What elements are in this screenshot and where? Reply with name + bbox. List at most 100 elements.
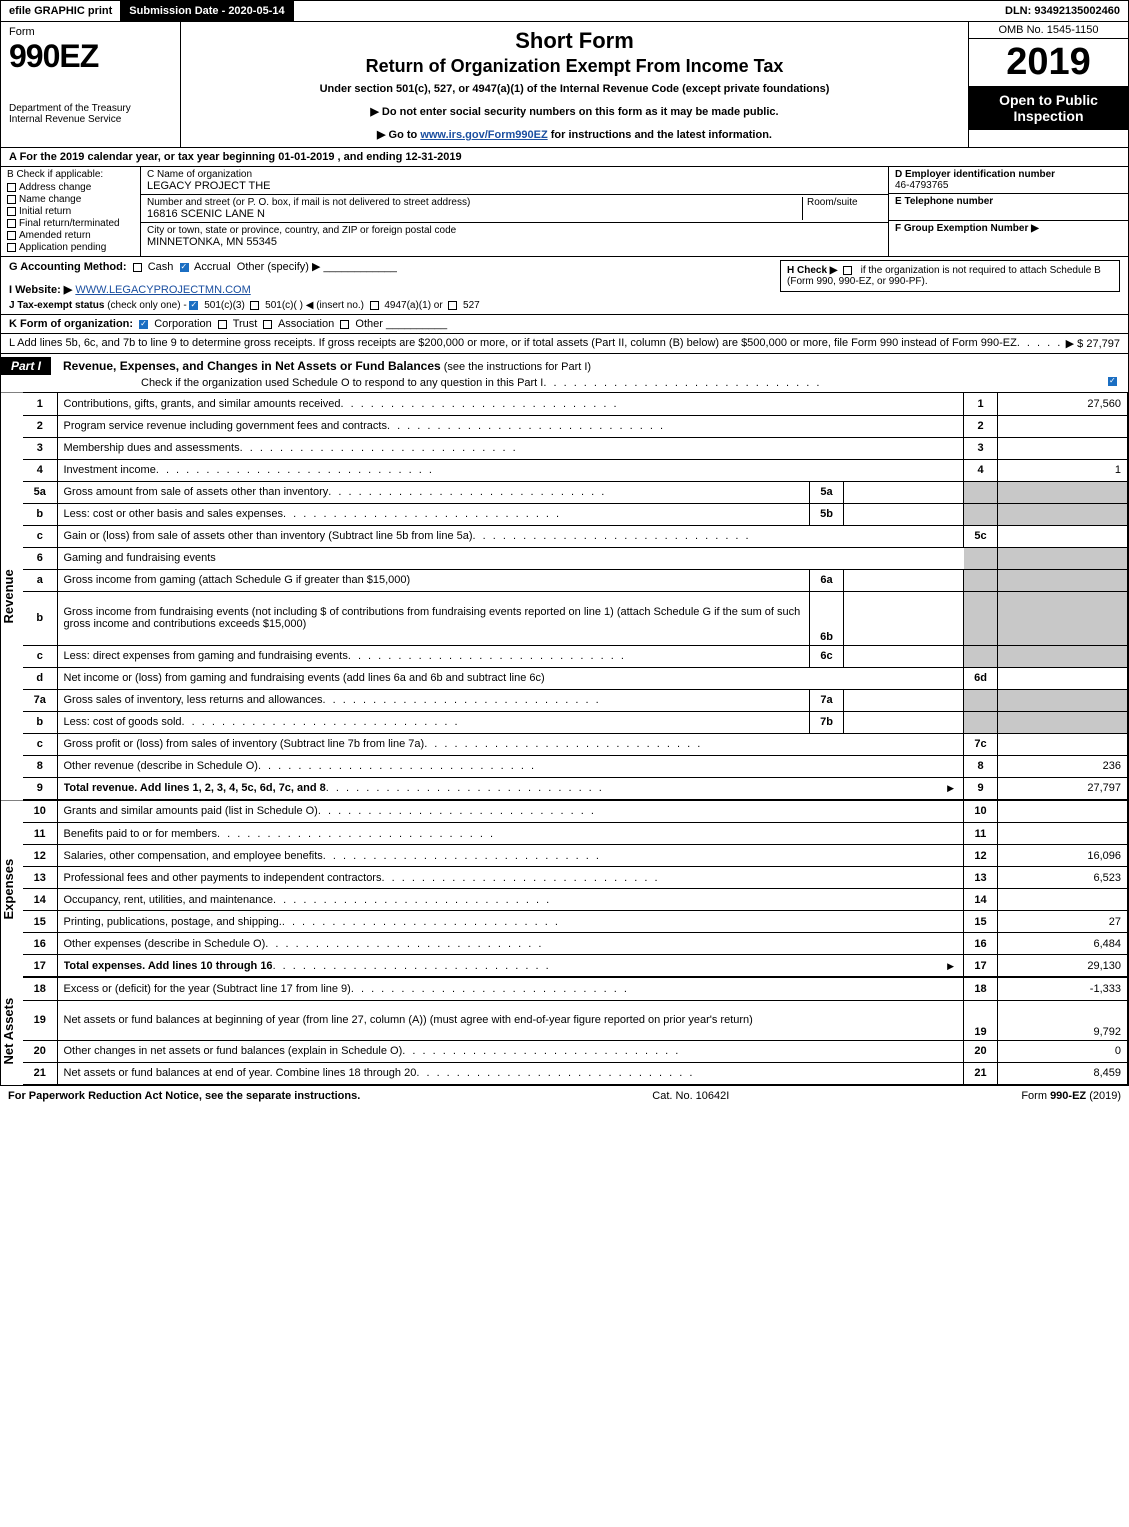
grey-cell bbox=[964, 645, 998, 667]
grey-cell bbox=[998, 481, 1128, 503]
irs-link[interactable]: www.irs.gov/Form990EZ bbox=[420, 129, 547, 141]
sub-num: 7b bbox=[810, 711, 844, 733]
line-num: c bbox=[23, 525, 57, 547]
col-num: 13 bbox=[964, 867, 998, 889]
col-num: 11 bbox=[964, 823, 998, 845]
expenses-side-label: Expenses bbox=[1, 801, 23, 978]
efile-graphic-print[interactable]: efile GRAPHIC print bbox=[1, 1, 121, 21]
insert-no-label: ◀ (insert no.) bbox=[306, 300, 364, 311]
amount: -1,333 bbox=[998, 978, 1128, 1000]
chk-other-org[interactable] bbox=[340, 320, 349, 329]
grey-cell bbox=[964, 689, 998, 711]
net-assets-section: Net Assets 18Excess or (deficit) for the… bbox=[0, 978, 1129, 1086]
form-header: Form 990EZ Department of the Treasury In… bbox=[0, 22, 1129, 148]
expenses-section: Expenses 10Grants and similar amounts pa… bbox=[0, 801, 1129, 979]
527-label: 527 bbox=[463, 300, 480, 311]
line-num: 15 bbox=[23, 911, 57, 933]
chk-527[interactable] bbox=[448, 301, 457, 310]
chk-address-change[interactable]: Address change bbox=[7, 182, 134, 193]
col-num: 9 bbox=[964, 777, 998, 799]
street-value: 16816 SCENIC LANE N bbox=[147, 208, 802, 220]
line-num: 12 bbox=[23, 845, 57, 867]
table-row: 10Grants and similar amounts paid (list … bbox=[23, 801, 1128, 823]
revenue-side-label: Revenue bbox=[1, 393, 23, 800]
chk-association[interactable] bbox=[263, 320, 272, 329]
col-num: 6d bbox=[964, 667, 998, 689]
line-num: 16 bbox=[23, 933, 57, 955]
table-row: c Gain or (loss) from sale of assets othe… bbox=[23, 525, 1128, 547]
col-num: 4 bbox=[964, 459, 998, 481]
other-specify-label: Other (specify) ▶ bbox=[237, 261, 321, 273]
line-num: 21 bbox=[23, 1062, 57, 1084]
col-num: 10 bbox=[964, 801, 998, 823]
line-num: b bbox=[23, 591, 57, 645]
chk-initial-return[interactable]: Initial return bbox=[7, 206, 134, 217]
cash-label: Cash bbox=[148, 261, 174, 273]
table-row: bGross income from fundraising events (n… bbox=[23, 591, 1128, 645]
chk-name-change[interactable]: Name change bbox=[7, 194, 134, 205]
net-assets-table: 18 Excess or (deficit) for the year (Subt… bbox=[23, 978, 1128, 1085]
telephone-label: E Telephone number bbox=[895, 196, 1122, 207]
col-num: 3 bbox=[964, 437, 998, 459]
sub-val bbox=[844, 591, 964, 645]
line-desc: Contributions, gifts, grants, and simila… bbox=[64, 398, 341, 410]
chk-h[interactable] bbox=[843, 266, 852, 275]
line-num: 20 bbox=[23, 1040, 57, 1062]
col-num: 18 bbox=[964, 978, 998, 1000]
j-tax-exempt-row: J Tax-exempt status (check only one) - 5… bbox=[9, 300, 772, 311]
chk-application-pending[interactable]: Application pending bbox=[7, 242, 134, 253]
room-suite-label: Room/suite bbox=[807, 197, 882, 208]
h-check-label: H Check ▶ bbox=[787, 265, 837, 276]
amount bbox=[998, 823, 1128, 845]
chk-amended-return[interactable]: Amended return bbox=[7, 230, 134, 241]
telephone-value bbox=[895, 207, 1122, 218]
section-d: D Employer identification number 46-4793… bbox=[888, 167, 1128, 256]
amount bbox=[998, 415, 1128, 437]
grey-cell bbox=[964, 547, 998, 569]
line-num: b bbox=[23, 503, 57, 525]
chk-501c3[interactable] bbox=[189, 301, 198, 310]
line-desc: Printing, publications, postage, and shi… bbox=[64, 916, 282, 928]
amount bbox=[998, 437, 1128, 459]
group-exemption-label: F Group Exemption Number ▶ bbox=[895, 223, 1122, 234]
line-num: 19 bbox=[23, 1000, 57, 1040]
header-center: Short Form Return of Organization Exempt… bbox=[181, 22, 968, 147]
line-desc: Gaming and fundraising events bbox=[57, 547, 964, 569]
chk-address-change-label: Address change bbox=[19, 182, 91, 193]
dept-treasury: Department of the Treasury bbox=[9, 103, 172, 114]
chk-cash[interactable] bbox=[133, 263, 142, 272]
col-num: 8 bbox=[964, 755, 998, 777]
l-dots bbox=[1017, 337, 1060, 350]
chk-corporation[interactable] bbox=[139, 320, 148, 329]
grey-cell bbox=[998, 591, 1128, 645]
sub-val bbox=[844, 645, 964, 667]
line-desc: Salaries, other compensation, and employ… bbox=[64, 850, 323, 862]
chk-trust[interactable] bbox=[218, 320, 227, 329]
chk-501c[interactable] bbox=[250, 301, 259, 310]
line-desc: Occupancy, rent, utilities, and maintena… bbox=[64, 894, 274, 906]
line-num: 14 bbox=[23, 889, 57, 911]
line-desc: Membership dues and assessments bbox=[64, 442, 240, 454]
line-desc: Gain or (loss) from sale of assets other… bbox=[64, 530, 473, 542]
section-b-label: B Check if applicable: bbox=[7, 169, 134, 180]
line-desc: Other changes in net assets or fund bala… bbox=[64, 1045, 403, 1057]
under-section-text: Under section 501(c), 527, or 4947(a)(1)… bbox=[193, 83, 956, 95]
chk-accrual[interactable] bbox=[180, 263, 189, 272]
chk-final-return[interactable]: Final return/terminated bbox=[7, 218, 134, 229]
table-row: 4Investment income41 bbox=[23, 459, 1128, 481]
section-c: C Name of organization LEGACY PROJECT TH… bbox=[141, 167, 888, 256]
sub-val bbox=[844, 503, 964, 525]
irs-label: Internal Revenue Service bbox=[9, 114, 172, 125]
line-desc: Excess or (deficit) for the year (Subtra… bbox=[64, 983, 351, 995]
org-name-label: C Name of organization bbox=[147, 169, 882, 180]
chk-schedule-o[interactable] bbox=[1108, 377, 1117, 386]
ein-value: 46-4793765 bbox=[895, 180, 1122, 191]
line-desc: Less: cost or other basis and sales expe… bbox=[64, 508, 284, 520]
grey-cell bbox=[998, 645, 1128, 667]
grey-cell bbox=[998, 547, 1128, 569]
assoc-label: Association bbox=[278, 318, 334, 330]
website-link[interactable]: WWW.LEGACYPROJECTMN.COM bbox=[75, 284, 250, 296]
chk-4947a1[interactable] bbox=[370, 301, 379, 310]
website-label: I Website: ▶ bbox=[9, 284, 72, 296]
col-num: 2 bbox=[964, 415, 998, 437]
